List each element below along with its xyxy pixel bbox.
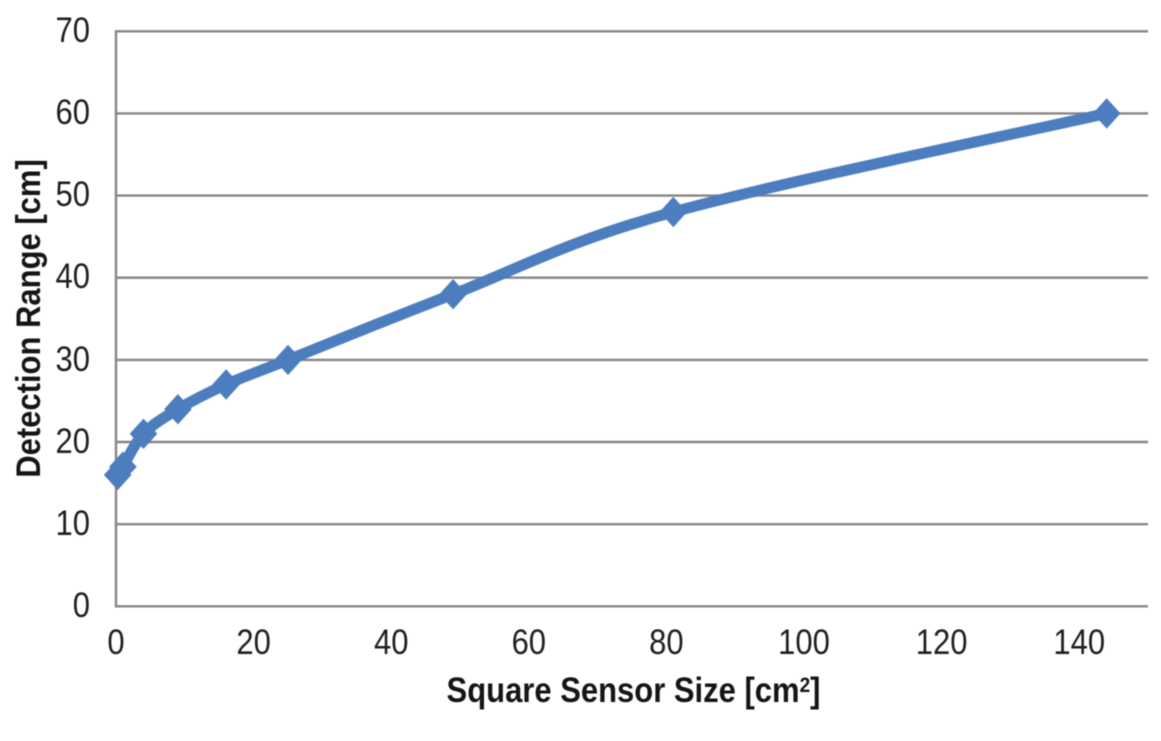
svg-text:40: 40 bbox=[374, 623, 408, 662]
svg-text:20: 20 bbox=[236, 623, 270, 662]
svg-text:60: 60 bbox=[512, 623, 546, 662]
svg-text:60: 60 bbox=[56, 93, 90, 132]
svg-text:30: 30 bbox=[56, 340, 90, 379]
svg-text:0: 0 bbox=[107, 623, 124, 662]
svg-text:Detection Range [cm]: Detection Range [cm] bbox=[10, 159, 48, 478]
svg-text:20: 20 bbox=[56, 422, 90, 461]
svg-text:0: 0 bbox=[73, 586, 90, 625]
svg-text:70: 70 bbox=[56, 11, 90, 50]
svg-text:50: 50 bbox=[56, 175, 90, 214]
svg-text:80: 80 bbox=[649, 623, 683, 662]
svg-text:Square Sensor Size [cm2]: Square Sensor Size [cm2] bbox=[447, 671, 821, 710]
svg-text:100: 100 bbox=[778, 623, 830, 662]
svg-text:120: 120 bbox=[916, 623, 968, 662]
svg-text:140: 140 bbox=[1053, 623, 1105, 662]
svg-text:10: 10 bbox=[56, 504, 90, 543]
svg-text:40: 40 bbox=[56, 257, 90, 296]
